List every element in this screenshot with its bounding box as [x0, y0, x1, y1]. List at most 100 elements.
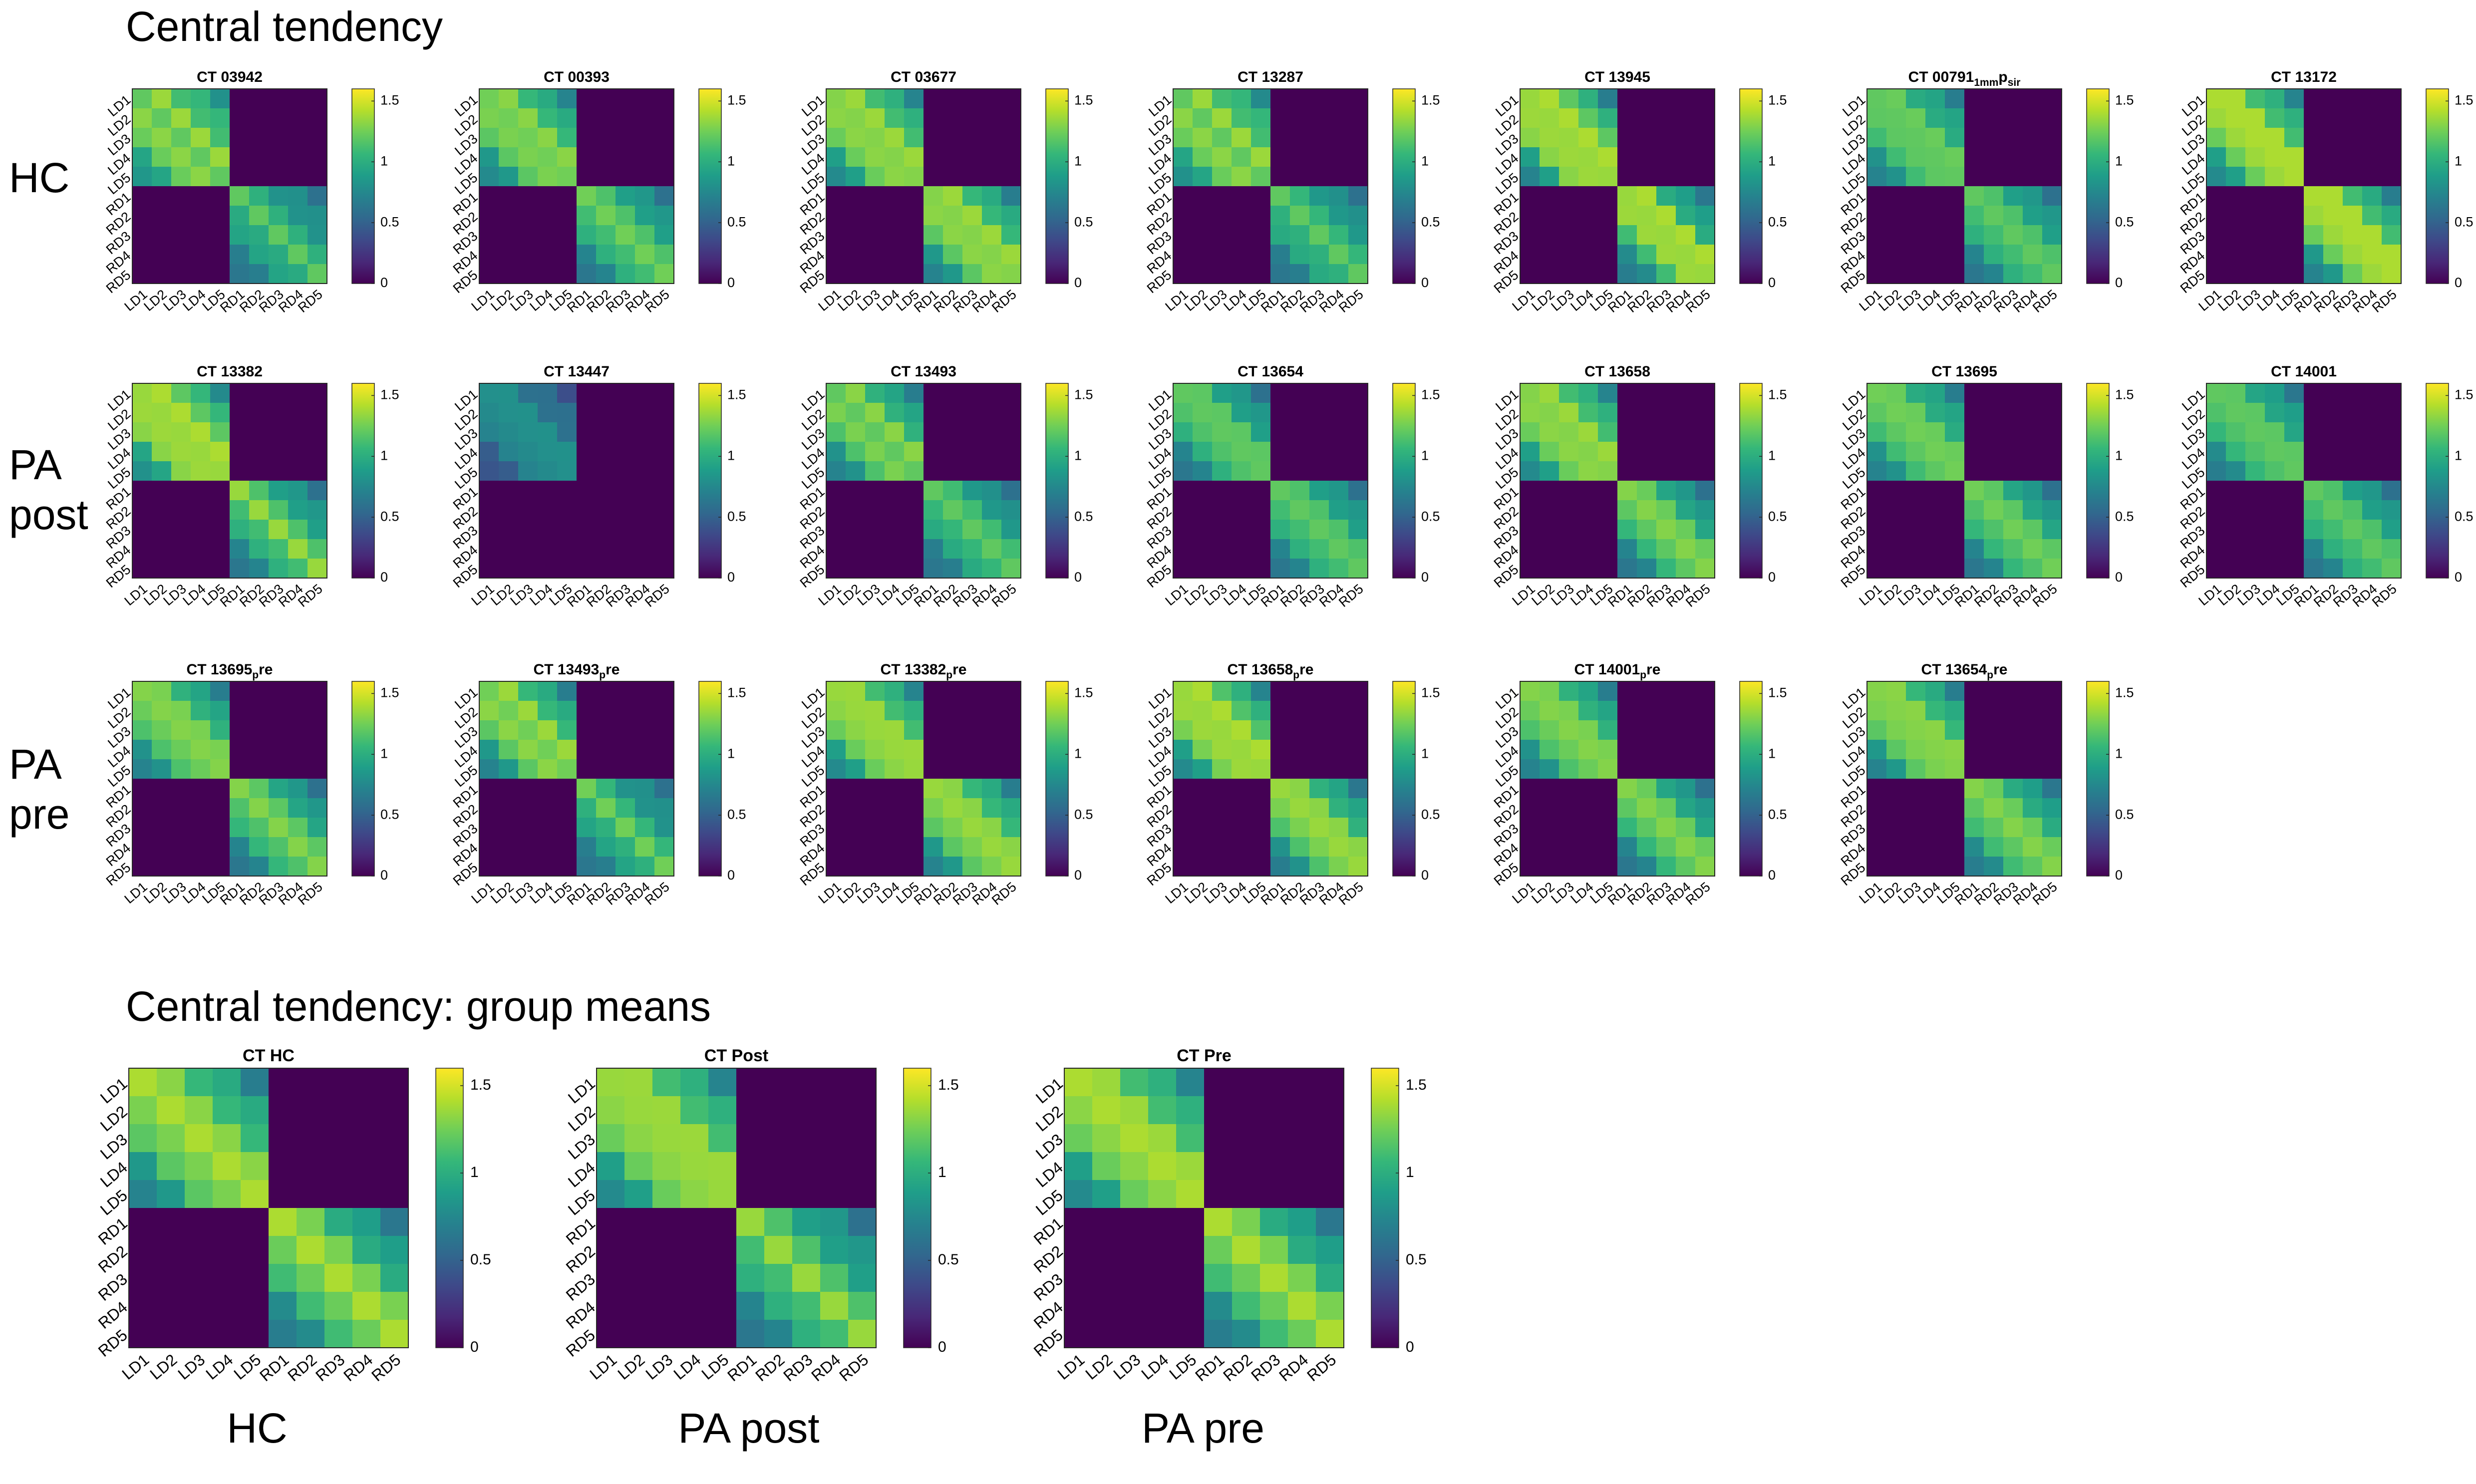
heatmap-cell [2323, 461, 2343, 481]
heatmap-cell [1290, 500, 1310, 520]
heatmap-cell [269, 186, 289, 206]
heatmap-cell [654, 798, 674, 818]
heatmap-cell [1329, 837, 1349, 857]
y-tick-label: RD3 [563, 1270, 599, 1304]
heatmap-cell [820, 1236, 849, 1264]
heatmap-cell [191, 681, 211, 701]
heatmap-cell [2023, 167, 2043, 187]
heatmap-cell [2245, 422, 2265, 442]
heatmap-cell [1637, 740, 1657, 760]
heatmap-cell [1984, 857, 2004, 877]
x-tick-label: LD3 [1110, 1351, 1144, 1383]
heatmap-cell [1945, 500, 1965, 520]
heatmap-cell [2023, 206, 2043, 226]
heatmap-cell [1617, 559, 1637, 579]
heatmap-cell [1867, 461, 1887, 481]
heatmap-cell [1232, 245, 1251, 265]
heatmap-cell [2023, 186, 2043, 206]
heatmap-cell [230, 403, 250, 423]
heatmap-cell [185, 1124, 213, 1153]
heatmap-cell [1925, 403, 1945, 423]
heatmap-cell [1925, 818, 1945, 838]
heatmap-cell [865, 403, 885, 423]
heatmap-cell [2042, 422, 2062, 442]
heatmap-cell [1598, 461, 1618, 481]
heatmap-cell [288, 167, 308, 187]
heatmap-cell [269, 681, 289, 701]
heatmap-cell [324, 1124, 353, 1153]
heatmap-cell [846, 559, 866, 579]
heatmap-cell [2362, 186, 2382, 206]
heatmap-cell [1092, 1264, 1121, 1292]
heatmap-cell [1309, 779, 1329, 799]
heatmap-cell [557, 186, 577, 206]
heatmap-cell [1617, 798, 1637, 818]
colorbar-tick-label: 1.5 [1406, 1077, 1427, 1093]
heatmap-frame [132, 88, 327, 284]
heatmap-cell [518, 403, 538, 423]
heatmap-cell [1251, 442, 1271, 462]
heatmap-cell [1232, 264, 1251, 284]
heatmap-cell [1251, 206, 1271, 226]
heatmap-cell [1232, 383, 1251, 403]
heatmap-cell [577, 147, 597, 167]
heatmap-cell [1193, 383, 1213, 403]
heatmap-cell [269, 1068, 297, 1097]
heatmap-cell [1309, 89, 1329, 109]
heatmap-cell [2003, 559, 2023, 579]
heatmap-cell [1290, 442, 1310, 462]
heatmap-cell [2023, 264, 2043, 284]
heatmap-cell [1540, 461, 1559, 481]
heatmap-cell [708, 1124, 737, 1153]
heatmap-cell [826, 481, 846, 501]
heatmap-cell [288, 108, 308, 128]
heatmap-cell [1251, 108, 1271, 128]
heatmap-cell [2226, 186, 2246, 206]
heatmap-cell [269, 422, 289, 442]
heatmap-cell [680, 1264, 709, 1292]
heatmap-cell [577, 681, 597, 701]
heatmap-cell [324, 1264, 353, 1292]
heatmap-cell [1251, 422, 1271, 442]
heatmap-cell [152, 779, 172, 799]
heatmap-cell [924, 403, 943, 423]
heatmap-cell [1290, 461, 1310, 481]
heatmap-cell [1578, 403, 1598, 423]
heatmap-cell [269, 383, 289, 403]
heatmap-cell [1288, 1292, 1316, 1320]
heatmap-cell [1945, 779, 1965, 799]
y-tick-label: LD5 [1032, 1186, 1066, 1218]
heatmap-cell [2284, 245, 2304, 265]
heatmap-cell [2323, 264, 2343, 284]
heatmap-cell [885, 383, 905, 403]
heatmap-cell [152, 837, 172, 857]
heatmap-cell [924, 481, 943, 501]
heatmap-cell [1598, 422, 1618, 442]
heatmap-cell [1193, 186, 1213, 206]
heatmap-cell [924, 128, 943, 148]
heatmap-cell [1964, 225, 1984, 245]
heatmap-cell [518, 759, 538, 779]
heatmap-cell [2343, 147, 2363, 167]
heatmap-cell [1559, 798, 1579, 818]
heatmap-cell [1148, 1152, 1177, 1181]
heatmap-cell [152, 186, 172, 206]
heatmap-cell [764, 1320, 793, 1348]
heatmap-cell [924, 779, 943, 799]
heatmap-cell [820, 1180, 849, 1208]
heatmap-cell [297, 1264, 325, 1292]
heatmap-cell [635, 539, 655, 559]
heatmap-cell [288, 740, 308, 760]
colorbar [698, 681, 722, 877]
heatmap-cell [171, 264, 191, 284]
heatmap-cell [1906, 422, 1926, 442]
heatmap-cell [1578, 500, 1598, 520]
heatmap-cell [2284, 128, 2304, 148]
heatmap-cell [2323, 383, 2343, 403]
heatmap-cell [1676, 206, 1696, 226]
heatmap-cell [479, 857, 499, 877]
heatmap-cell [1559, 539, 1579, 559]
heatmap-cell [1867, 539, 1887, 559]
heatmap-cell [2304, 422, 2324, 442]
heatmap-cell [1578, 128, 1598, 148]
